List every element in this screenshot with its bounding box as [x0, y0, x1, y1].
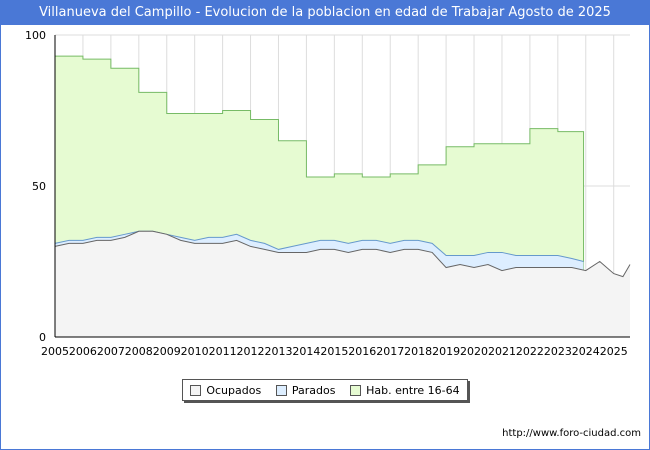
legend-label-parados: Parados [291, 383, 336, 397]
x-tick-label: 2005 [41, 345, 69, 358]
x-tick-label: 2019 [432, 345, 460, 358]
x-tick-label: 2016 [348, 345, 376, 358]
x-tick-label: 2014 [292, 345, 320, 358]
series-ocupados-line [54, 230, 631, 278]
x-tick-label: 2018 [404, 345, 432, 358]
x-tick-label: 2015 [320, 345, 348, 358]
source-url: http://www.foro-ciudad.com [502, 428, 641, 439]
legend-swatch-hab [350, 384, 362, 396]
x-tick-label: 2023 [544, 345, 572, 358]
legend-label-hab: Hab. entre 16-64 [366, 383, 460, 397]
y-tick-label: 100 [25, 29, 46, 42]
x-tick-label: 2021 [488, 345, 516, 358]
legend-item-ocupados: Ocupados [190, 384, 261, 397]
legend: Ocupados Parados Hab. entre 16-64 [182, 379, 468, 401]
legend-item-hab: Hab. entre 16-64 [350, 384, 460, 397]
x-tick-label: 2006 [69, 345, 97, 358]
chart-title: Villanueva del Campillo - Evolucion de l… [1, 1, 649, 25]
x-tick-label: 2024 [572, 345, 600, 358]
series-hab-line [55, 55, 585, 337]
x-tick-label: 2017 [376, 345, 404, 358]
y-tick-label: 0 [39, 331, 46, 344]
x-tick-label: 2011 [209, 345, 237, 358]
x-tick-label: 2020 [460, 345, 488, 358]
x-tick-label: 2012 [237, 345, 265, 358]
legend-item-parados: Parados [275, 383, 336, 397]
x-tick-label: 2022 [516, 345, 544, 358]
legend-label-ocupados: Ocupados [206, 383, 262, 397]
legend-swatch-parados [275, 384, 287, 396]
x-tick-label: 2007 [97, 345, 125, 358]
x-tick-label: 2013 [264, 345, 292, 358]
series-ocupados-area [55, 231, 630, 337]
x-tick-label: 2010 [181, 345, 209, 358]
x-tick-label: 2009 [153, 345, 181, 358]
x-tick-label: 2008 [125, 345, 153, 358]
y-tick-label: 50 [32, 180, 46, 193]
legend-swatch-ocupados [190, 384, 202, 396]
x-tick-label: 2025 [600, 345, 628, 358]
